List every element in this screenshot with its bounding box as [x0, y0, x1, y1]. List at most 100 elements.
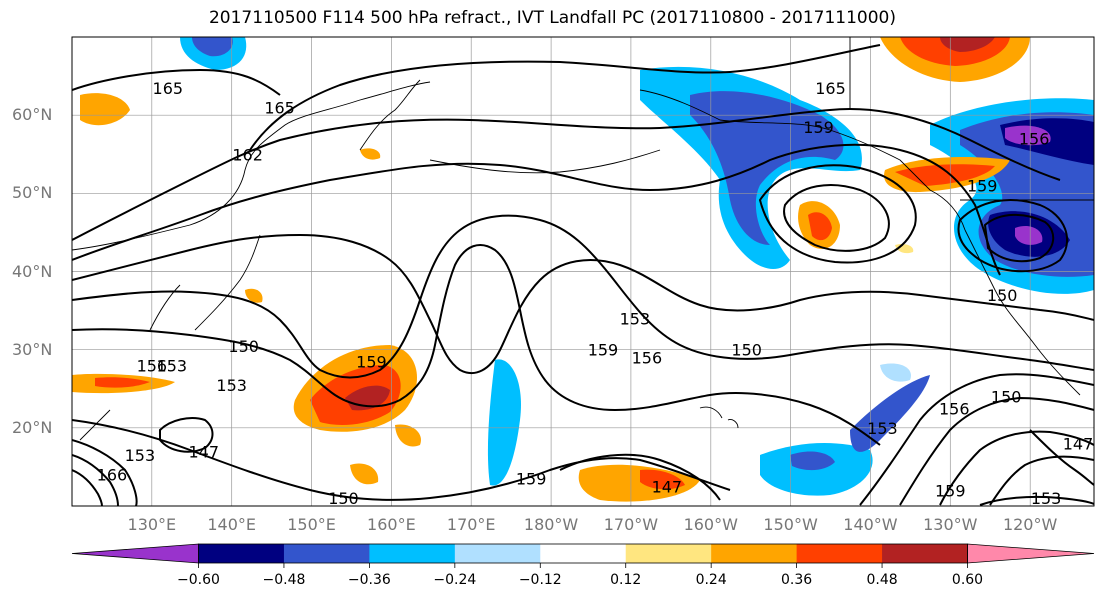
- map-frame: [71, 36, 1095, 507]
- contour-label: 150: [228, 337, 259, 356]
- colorbar-tick-label: −0.12: [518, 572, 562, 588]
- contour-pnw-low-1: [957, 199, 1069, 273]
- colorbar-extend-low: [71, 543, 199, 564]
- colorbar-frame: [198, 543, 968, 564]
- graticule: [72, 37, 1094, 506]
- ivt-shading: [72, 37, 1094, 502]
- contour-label: 159: [935, 481, 966, 500]
- coastline-aleutians: [429, 149, 661, 174]
- colorbar-tick-label: 0.60: [951, 572, 984, 588]
- contour-162: [72, 108, 1061, 241]
- contour-label: 153: [216, 376, 247, 395]
- contour-label: 153: [620, 309, 651, 328]
- contour-150: [72, 244, 881, 446]
- colorbar-segment: [454, 544, 541, 563]
- negative-anomaly-east: [880, 363, 911, 382]
- contour-label: 153: [125, 446, 156, 465]
- positive-anomaly-west-core: [95, 377, 150, 388]
- coastline-alaska: [639, 89, 966, 231]
- contour-label: 156: [1019, 130, 1050, 149]
- contour-label: 147: [1063, 434, 1094, 453]
- longitude-label: 120°W: [1002, 515, 1058, 534]
- contour-label: 153: [867, 419, 898, 438]
- positive-anomaly-small-2: [360, 148, 381, 160]
- contour-label: 150: [328, 489, 359, 508]
- contour-label: 156: [939, 399, 970, 418]
- positive-anomaly-nw-orange: [80, 93, 130, 126]
- positive-anomaly-top-right-peak: [940, 37, 995, 52]
- colorbar-segment: [882, 544, 968, 563]
- negative-anomaly-mid-pacific: [487, 359, 521, 486]
- contour-label: 156: [632, 348, 663, 367]
- positive-anomaly-south-islands-2: [395, 424, 421, 447]
- colorbar-segment: [283, 544, 370, 563]
- contour-gulf-ring-inner: [783, 184, 890, 252]
- contour-153: [72, 214, 1094, 379]
- contour-east-153: [859, 373, 1094, 506]
- colorbar-tick-label: −0.60: [177, 572, 220, 588]
- positive-anomaly-gulf-core: [808, 212, 832, 241]
- longitude-label: 160°W: [683, 515, 738, 534]
- contour-label: 159: [516, 470, 547, 489]
- contour-label: 150: [731, 341, 762, 360]
- longitude-label: 150°E: [287, 515, 336, 534]
- longitude-label: 140°E: [207, 515, 257, 534]
- negative-anomaly-california-purple: [1015, 225, 1043, 245]
- contour-label: 147: [652, 477, 683, 496]
- contour-label: 165: [153, 79, 184, 98]
- coastline-philippines: [79, 409, 111, 441]
- colorbar-tick-label: 0.24: [695, 572, 727, 588]
- longitude-label: 130°E: [127, 515, 177, 534]
- contour-east-156: [899, 396, 1094, 506]
- colorbar-tick-label: 0.12: [610, 572, 642, 588]
- positive-anomaly-south-islands: [350, 463, 379, 485]
- longitude-label: 130°W: [923, 515, 978, 534]
- negative-anomaly-tropical-ribbon: [850, 375, 930, 452]
- contour-label: 153: [1031, 489, 1062, 508]
- contour-east-159: [939, 430, 1094, 506]
- colorbar-segment: [711, 544, 798, 563]
- negative-anomaly-top-left-core: [192, 37, 233, 57]
- map-title: 2017110500 F114 500 hPa refract., IVT La…: [208, 8, 896, 28]
- coastline-korea: [149, 284, 181, 331]
- contour-label: 147: [188, 442, 219, 461]
- contour-label: 159: [356, 352, 387, 371]
- contour-label: 150: [991, 388, 1022, 407]
- colorbar-tick-label: 0.48: [866, 572, 898, 588]
- contour-label: 159: [588, 341, 619, 360]
- contour-156: [72, 233, 1094, 375]
- latitude-label: 40°N: [12, 261, 53, 281]
- colorbar-segment: [369, 544, 456, 563]
- coastline-kamchatka: [359, 79, 421, 151]
- contour-165-west: [72, 68, 281, 96]
- contour-label: 159: [967, 177, 998, 196]
- positive-anomaly-small-1: [245, 288, 263, 303]
- negative-anomaly-southeast-core: [790, 451, 835, 471]
- contour-label: 156: [137, 356, 168, 375]
- latitude-label: 20°N: [12, 417, 53, 437]
- colorbar-extend-high: [967, 543, 1095, 564]
- colorbar-tick-label: −0.24: [433, 572, 477, 588]
- longitude-label: 140°W: [843, 515, 898, 534]
- contour-159-north: [72, 143, 1001, 276]
- contour-165-mid: [249, 44, 881, 151]
- longitude-label: 170°W: [603, 515, 659, 534]
- contour-label: 165: [264, 98, 295, 117]
- contour-east-153-low: [979, 495, 1094, 506]
- contour-150-south: [72, 419, 731, 501]
- coastline-asia: [72, 81, 431, 251]
- colorbar-segment: [540, 544, 627, 563]
- contour-label: 153: [157, 356, 188, 375]
- contour-147-west: [159, 417, 214, 453]
- latitude-label: 60°N: [12, 105, 53, 125]
- contour-pnw-low-2: [983, 213, 1055, 263]
- colorbar-segment: [198, 544, 285, 563]
- negative-anomaly-nw-purple: [1005, 125, 1051, 146]
- contour-label: 166: [97, 466, 128, 485]
- positive-anomaly-south-center-core: [640, 469, 685, 490]
- colorbar-segment: [796, 544, 883, 563]
- contour-147-south: [559, 453, 721, 501]
